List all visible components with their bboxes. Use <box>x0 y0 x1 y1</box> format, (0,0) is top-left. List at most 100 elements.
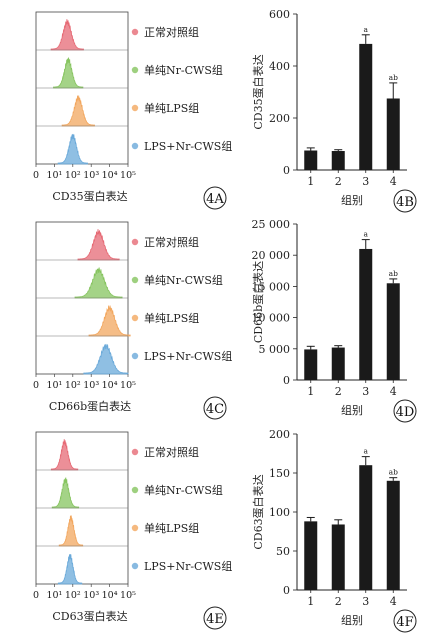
y-tick-label: 0 <box>283 374 290 387</box>
panel-label: 4C <box>206 402 224 417</box>
x-tick-label: 3 <box>362 385 369 398</box>
y-tick-label: 0 <box>283 584 290 597</box>
histogram-peak-2 <box>74 267 123 299</box>
legend-dot-2 <box>131 486 139 494</box>
x-tick-label: 2 <box>335 175 342 188</box>
legend-dot-4 <box>131 352 139 360</box>
y-axis-label: CD63蛋白表达 <box>251 474 265 549</box>
panel-label: 4F <box>396 615 413 630</box>
bar-2 <box>331 151 345 170</box>
histogram-peak-4 <box>83 343 129 375</box>
x-tick-label: 4 <box>390 385 397 398</box>
histogram-peak-1 <box>77 229 120 261</box>
y-tick-label: 50 <box>276 545 290 558</box>
x-tick-label: 10⁵ <box>120 380 136 391</box>
histogram-peak-4 <box>57 553 83 585</box>
panel-label-badge <box>203 396 227 420</box>
significance-mark-4: ab <box>389 73 398 82</box>
legend-label-3: 单纯LPS组 <box>144 311 199 325</box>
legend-label-3: 单纯LPS组 <box>144 101 199 115</box>
legend-label-2: 单纯Nr-CWS组 <box>144 483 223 497</box>
bar-4 <box>386 283 400 380</box>
bar-4 <box>386 98 400 170</box>
histogram-peak-3 <box>88 305 131 337</box>
significance-mark-3: a <box>364 25 369 34</box>
x-tick-label: 2 <box>335 595 342 608</box>
y-tick-label: 10 000 <box>252 312 291 325</box>
legend-dot-1 <box>131 28 139 36</box>
bar-1 <box>304 150 318 170</box>
histogram-peak-1 <box>50 19 84 51</box>
x-tick-label: 0 <box>33 380 39 391</box>
x-tick-label: 1 <box>307 385 314 398</box>
x-axis-label: 组别 <box>341 193 363 207</box>
panel-label: 4D <box>396 405 415 420</box>
x-axis-label: 组别 <box>341 403 363 417</box>
y-tick-label: 200 <box>269 112 290 125</box>
significance-mark-3: a <box>364 447 369 456</box>
x-axis-label: CD35蛋白表达 <box>52 189 127 203</box>
y-tick-label: 5 000 <box>259 343 291 356</box>
x-tick-label: 4 <box>390 595 397 608</box>
histogram-peak-1 <box>50 439 79 471</box>
legend-label-2: 单纯Nr-CWS组 <box>144 63 223 77</box>
legend-label-1: 正常对照组 <box>144 25 199 39</box>
legend-label-4: LPS+Nr-CWS组 <box>144 559 232 573</box>
y-tick-label: 200 <box>269 428 290 441</box>
x-tick-label: 10⁵ <box>120 170 136 181</box>
legend-label-1: 正常对照组 <box>144 445 199 459</box>
legend-label-4: LPS+Nr-CWS组 <box>144 349 232 363</box>
y-tick-label: 25 000 <box>252 218 291 231</box>
x-axis-label: CD66b蛋白表达 <box>49 399 131 413</box>
panel-label: 4B <box>396 195 414 210</box>
x-tick-label: 10² <box>65 170 81 181</box>
legend-label-3: 单纯LPS组 <box>144 521 199 535</box>
legend-dot-2 <box>131 66 139 74</box>
bar-1 <box>304 349 318 380</box>
x-tick-label: 10¹ <box>46 380 62 391</box>
x-tick-label: 2 <box>335 385 342 398</box>
legend-dot-3 <box>131 104 139 112</box>
x-axis-label: CD63蛋白表达 <box>52 609 127 623</box>
x-tick-label: 3 <box>362 175 369 188</box>
histogram-peak-3 <box>58 515 84 547</box>
x-tick-label: 10² <box>65 590 81 601</box>
y-axis-label: CD66b蛋白表达 <box>251 261 265 343</box>
bar-4 <box>386 480 400 590</box>
legend-dot-4 <box>131 562 139 570</box>
x-tick-label: 3 <box>362 595 369 608</box>
x-tick-label: 10³ <box>83 590 99 601</box>
x-tick-label: 0 <box>33 590 39 601</box>
histogram-peak-4 <box>57 133 88 165</box>
legend-label-2: 单纯Nr-CWS组 <box>144 273 223 287</box>
panel-label: 4E <box>206 612 224 627</box>
x-tick-label: 10¹ <box>46 170 62 181</box>
bar-2 <box>331 347 345 380</box>
significance-mark-4: ab <box>389 468 398 477</box>
x-tick-label: 10³ <box>83 380 99 391</box>
y-axis-label: CD35蛋白表达 <box>251 54 265 129</box>
x-tick-label: 10³ <box>83 170 99 181</box>
y-tick-label: 150 <box>269 467 290 480</box>
bar-3 <box>359 248 373 380</box>
x-tick-label: 10⁴ <box>102 170 118 181</box>
legend-dot-4 <box>131 142 139 150</box>
legend-dot-1 <box>131 238 139 246</box>
panel-label-badge <box>203 186 227 210</box>
x-tick-label: 1 <box>307 175 314 188</box>
panel-label-badge <box>393 189 417 213</box>
legend-dot-1 <box>131 448 139 456</box>
y-tick-label: 100 <box>269 506 290 519</box>
x-tick-label: 0 <box>33 170 39 181</box>
bar-panel-4B: 0 200 400 600 CD35蛋白表达 1 2 a 3 ab 4 组别 4B <box>251 8 417 213</box>
histogram-peak-2 <box>53 57 84 89</box>
legend-dot-3 <box>131 314 139 322</box>
panel-label-badge <box>393 399 417 423</box>
panel-label-badge <box>203 606 227 630</box>
x-tick-label: 10¹ <box>46 590 62 601</box>
bar-panel-4D: 0 5 000 10 000 15 000 20 000 25 000 CD66b蛋白表达 1… <box>251 218 417 423</box>
x-tick-label: 10⁴ <box>102 380 118 391</box>
